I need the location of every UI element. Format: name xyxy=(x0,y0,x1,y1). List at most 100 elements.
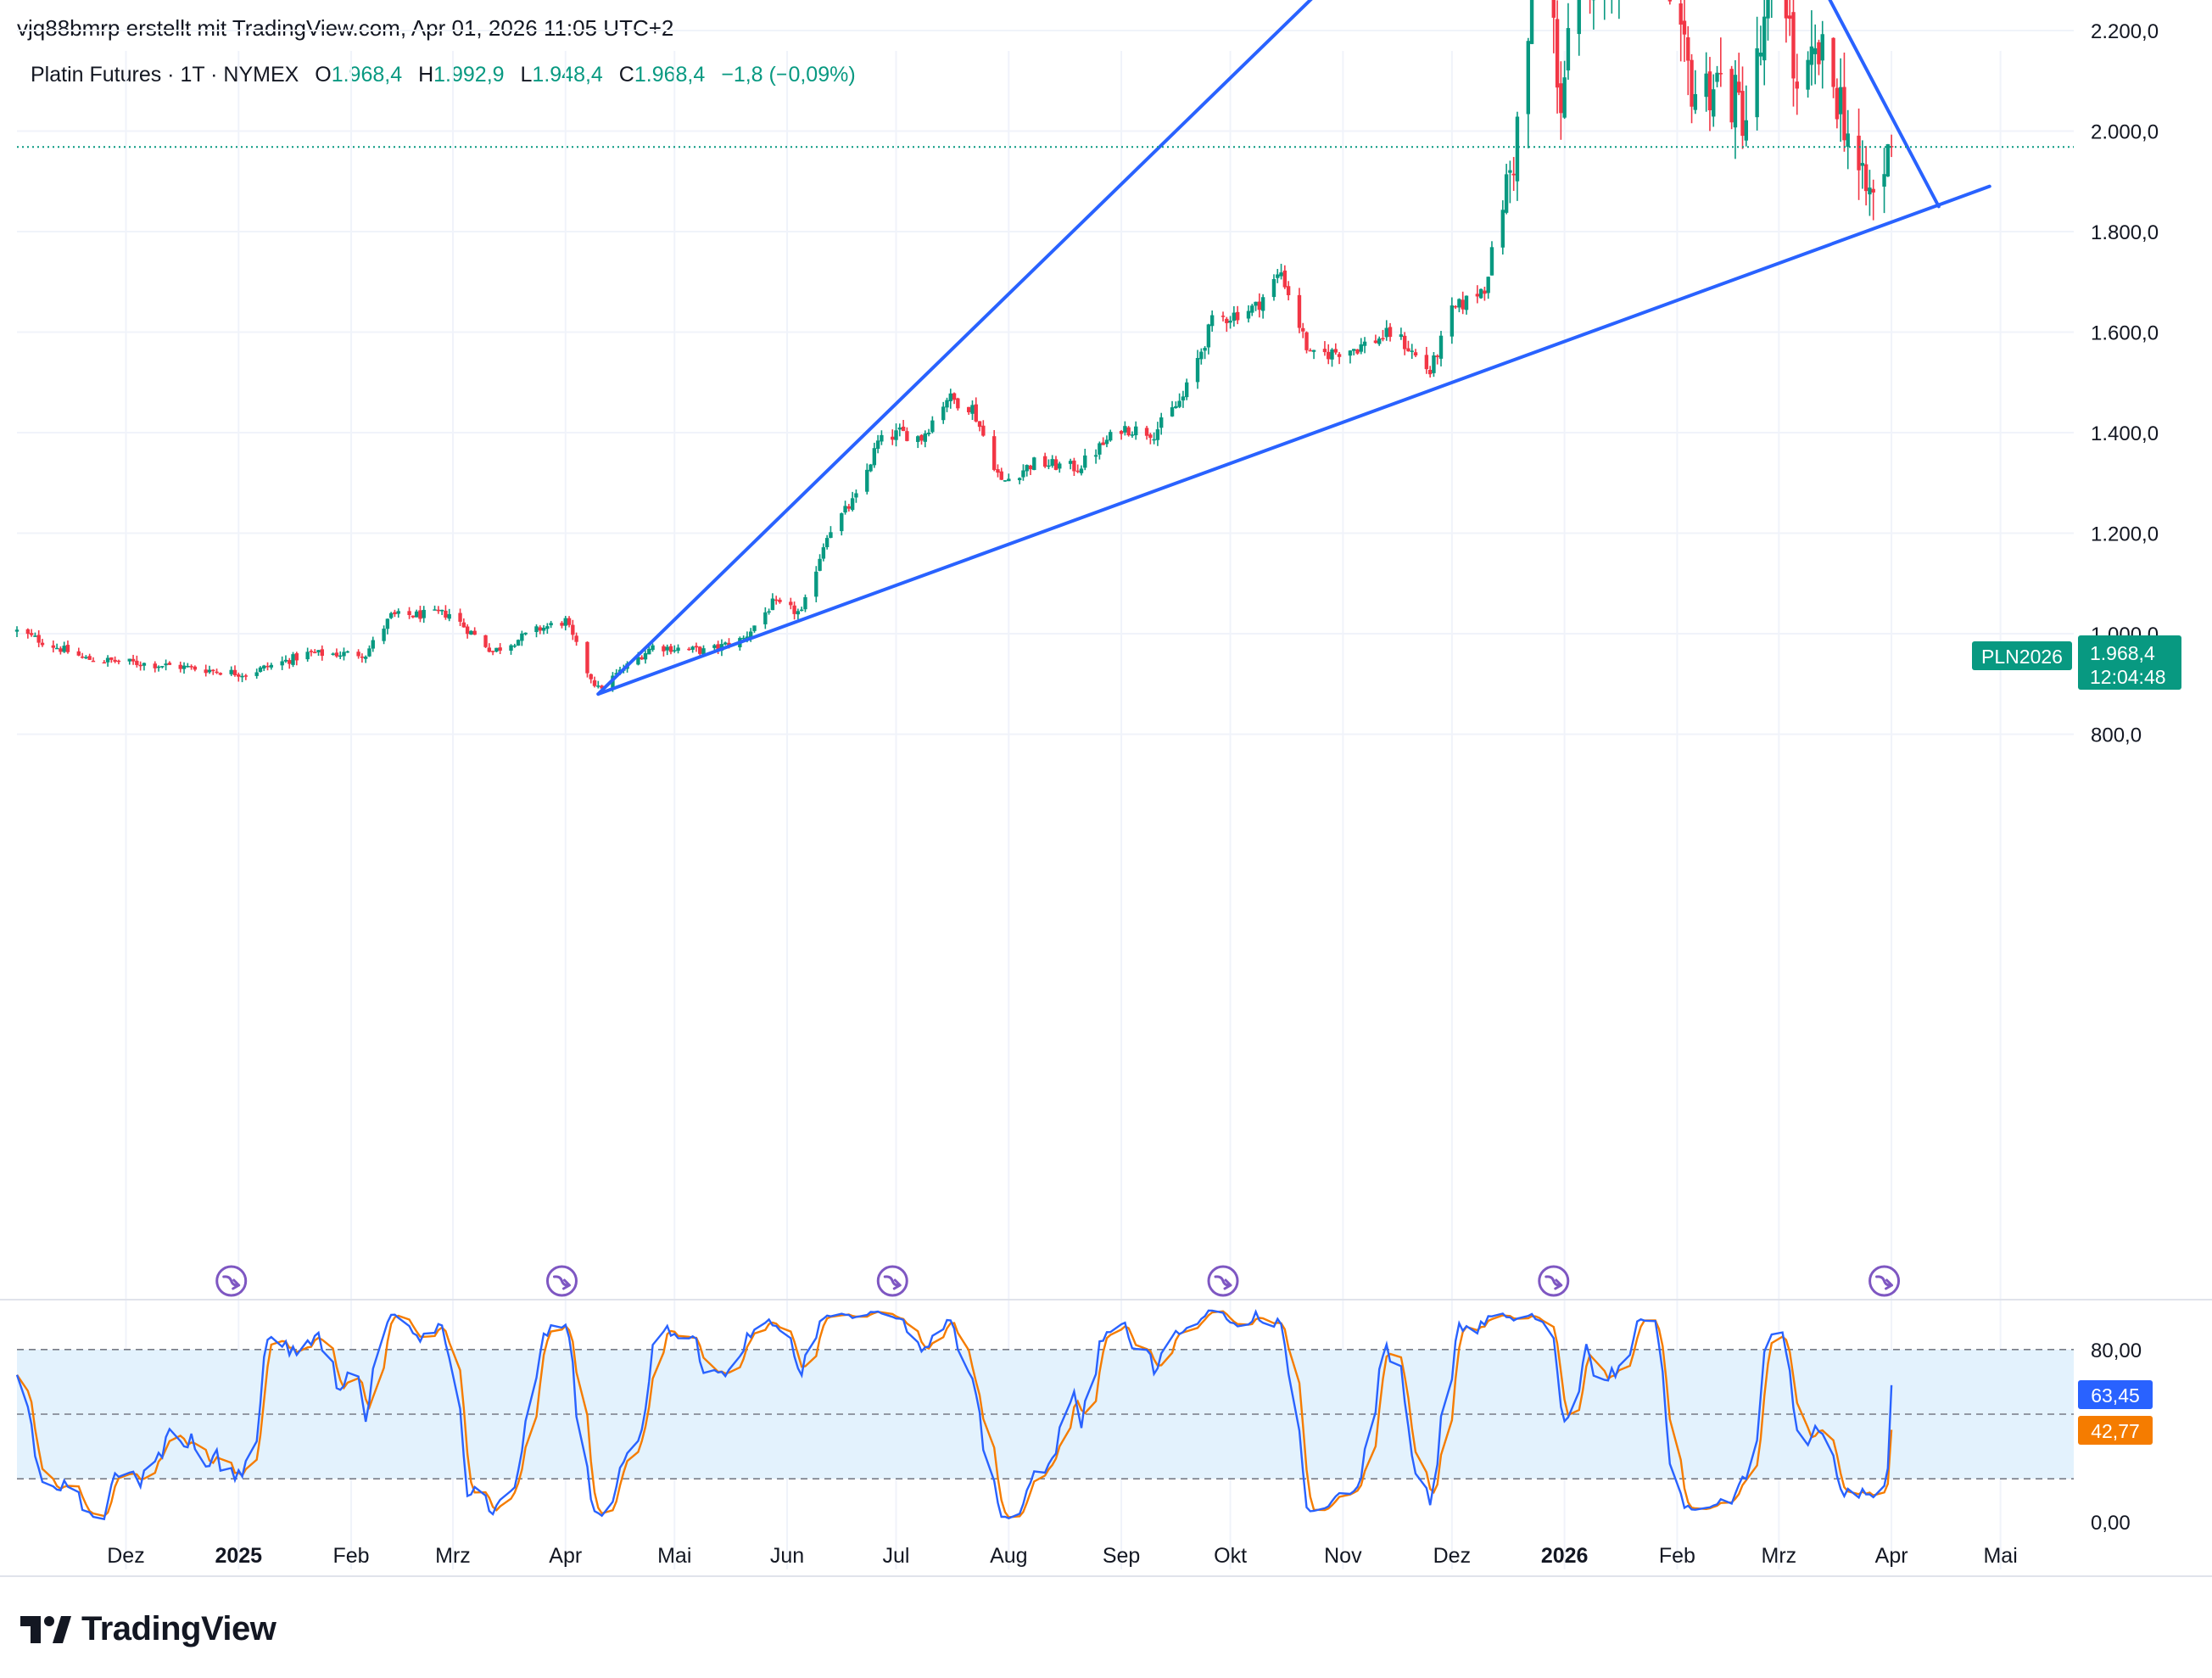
candle-body xyxy=(131,658,136,662)
candle-body xyxy=(749,631,753,638)
candle-body xyxy=(1559,83,1563,114)
candle-body xyxy=(763,612,768,624)
dividend-event-icon[interactable] xyxy=(1868,1265,1901,1297)
candle-body xyxy=(926,433,931,435)
candle-body xyxy=(262,665,266,669)
candle-body xyxy=(1388,327,1393,338)
time-tick-label: Mai xyxy=(657,1544,691,1568)
candle-body xyxy=(1228,320,1232,323)
dividend-event-icon[interactable] xyxy=(1538,1265,1570,1297)
candle-body xyxy=(1704,73,1708,98)
lower-trendline[interactable] xyxy=(596,184,1991,696)
candle-body xyxy=(204,669,208,674)
candle-body xyxy=(905,431,909,441)
candle-body xyxy=(439,609,444,612)
candle-body xyxy=(258,667,263,672)
candle-body xyxy=(872,448,877,466)
candle-body xyxy=(385,618,390,629)
time-tick-label: Feb xyxy=(333,1544,370,1568)
candle-body xyxy=(189,666,193,668)
candle-body xyxy=(433,609,437,611)
dividend-event-icon[interactable] xyxy=(876,1265,908,1297)
candle-body xyxy=(153,663,157,668)
candle-body xyxy=(288,660,292,664)
candle-body xyxy=(436,609,441,612)
candle-body xyxy=(164,663,168,666)
candle-body xyxy=(996,469,1000,473)
candle-body xyxy=(1209,315,1215,327)
candle-body xyxy=(116,660,121,663)
candle-body xyxy=(1362,341,1367,346)
candle-body xyxy=(1104,439,1109,445)
tradingview-logo[interactable]: TradingView xyxy=(19,1610,276,1648)
candle-body xyxy=(774,599,779,601)
candle-body xyxy=(752,625,757,631)
candle-body xyxy=(218,673,223,675)
candle-body xyxy=(1311,350,1316,352)
candle-body xyxy=(712,645,717,648)
candle-body xyxy=(567,618,572,625)
dividend-event-icon[interactable] xyxy=(1207,1265,1239,1297)
candle-body xyxy=(1109,432,1113,441)
candle-body xyxy=(1693,93,1698,110)
candle-body xyxy=(1762,16,1767,61)
oscillator-lines xyxy=(15,1309,1893,1521)
candle-body xyxy=(33,635,37,637)
low-label: L xyxy=(520,63,533,87)
candle-body xyxy=(999,471,1003,480)
candle-body xyxy=(1483,290,1487,294)
price-axis[interactable]: 800,01.000,01.200,01.400,01.600,01.800,0… xyxy=(2091,0,2159,747)
candle-body xyxy=(673,650,677,652)
candle-body xyxy=(767,611,771,613)
events-layer[interactable] xyxy=(215,1265,1901,1297)
candles-layer xyxy=(14,0,1894,692)
candle-body xyxy=(723,642,728,645)
upper-trendline[interactable] xyxy=(596,0,1753,696)
candle-body xyxy=(382,629,386,641)
candle-body xyxy=(186,665,190,668)
candle-body xyxy=(509,645,513,652)
candle-body xyxy=(948,393,952,402)
candle-body xyxy=(1737,81,1741,93)
candle-body xyxy=(1355,349,1360,354)
candle-body xyxy=(676,647,680,652)
candle-body xyxy=(487,647,492,652)
candle-body xyxy=(178,664,182,669)
candle-body xyxy=(563,618,567,626)
candle-body xyxy=(545,626,550,629)
time-axis[interactable]: Dez 2025 Feb Mrz Apr Mai Jun Jul Aug Sep Okt Nov Dez… xyxy=(107,1544,2018,1568)
candle-body xyxy=(668,646,673,652)
candle-body xyxy=(1177,400,1181,407)
trendlines-layer[interactable] xyxy=(596,0,1991,696)
candle-body xyxy=(1174,406,1178,409)
candle-body xyxy=(331,653,335,655)
candle-body xyxy=(930,420,935,433)
candle-body xyxy=(1381,338,1385,340)
candle-body xyxy=(977,421,982,428)
candle-body xyxy=(966,406,971,412)
dividend-event-icon[interactable] xyxy=(545,1265,578,1297)
candle-body xyxy=(803,596,807,610)
candle-body xyxy=(1686,37,1690,61)
descending-trendline[interactable] xyxy=(1656,0,1941,209)
candle-body xyxy=(974,404,978,422)
candle-body xyxy=(1377,338,1382,344)
event-icon-arrow xyxy=(552,1275,571,1290)
oscillator-axis[interactable]: 80,00 0,00 xyxy=(2091,1340,2142,1535)
symbol-name[interactable]: Platin Futures · 1T · NYMEX xyxy=(31,63,299,87)
stoch-d-line xyxy=(16,1310,1893,1519)
event-icon-arrow xyxy=(1875,1275,1894,1290)
candle-body xyxy=(237,674,241,677)
candle-body xyxy=(1744,120,1748,141)
candle-body xyxy=(1740,91,1745,137)
candle-body xyxy=(1058,463,1062,469)
dividend-event-icon[interactable] xyxy=(215,1265,248,1297)
candle-body xyxy=(869,464,873,472)
time-tick-label: Mai xyxy=(1983,1544,2017,1568)
candle-body xyxy=(407,611,411,615)
candle-body xyxy=(1032,457,1036,471)
candle-body xyxy=(538,627,542,631)
candle-body xyxy=(1758,52,1763,57)
stoch-k-badge-bg xyxy=(2078,1380,2153,1409)
